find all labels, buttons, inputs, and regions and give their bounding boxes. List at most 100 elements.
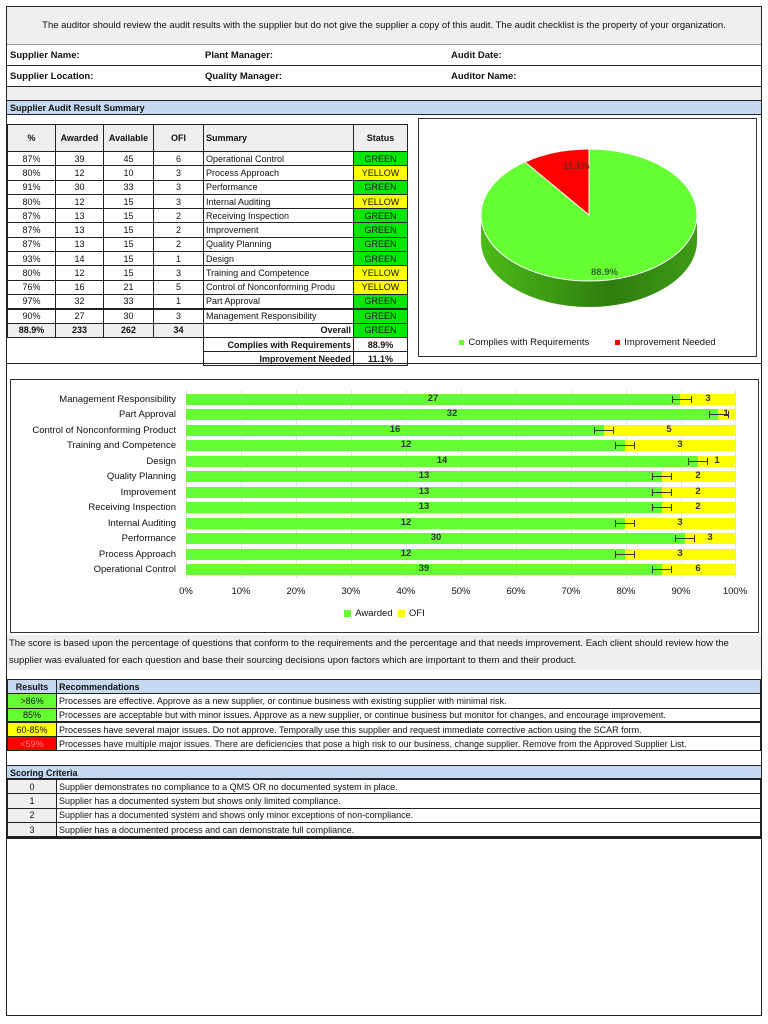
ofi-cell[interactable]: 3: [153, 265, 204, 281]
pct-cell[interactable]: 93%: [7, 251, 56, 267]
ofi-cell[interactable]: 1: [153, 293, 204, 310]
score-description: Supplier demonstrates no compliance to a…: [56, 778, 761, 795]
score-description: Supplier has a documented process and ca…: [56, 821, 761, 838]
awarded-cell[interactable]: 12: [55, 193, 104, 210]
awarded-cell[interactable]: 13: [55, 208, 104, 224]
status-badge[interactable]: GREEN: [353, 236, 408, 253]
status-badge[interactable]: YELLOW: [353, 265, 408, 281]
status-badge[interactable]: GREEN: [353, 293, 408, 310]
awarded-cell[interactable]: 30: [55, 179, 104, 195]
available-cell[interactable]: 15: [103, 208, 154, 224]
legend-swatch-awarded: [344, 609, 352, 617]
pct-cell[interactable]: 87%: [7, 222, 56, 238]
legend-swatch-green: [459, 339, 465, 345]
ofi-cell[interactable]: 1: [153, 251, 204, 267]
x-tick: 100%: [722, 586, 748, 597]
summary-cell[interactable]: Performance: [203, 179, 354, 195]
summary-cell[interactable]: Internal Auditing: [203, 193, 354, 210]
col-header-status: Status: [353, 124, 408, 152]
ofi-cell[interactable]: 2: [153, 236, 204, 253]
awarded-cell[interactable]: 27: [55, 308, 104, 324]
summary-cell[interactable]: Operational Control: [203, 150, 354, 167]
legend-swatch-ofi: [397, 609, 405, 617]
plant-manager-field[interactable]: Plant Manager:: [205, 49, 274, 61]
supplier-name-field[interactable]: Supplier Name:: [10, 49, 80, 61]
status-badge[interactable]: GREEN: [353, 222, 408, 238]
ofi-cell[interactable]: 2: [153, 222, 204, 238]
improvement-value: 11.1%: [353, 351, 408, 367]
available-cell[interactable]: 15: [103, 193, 154, 210]
summary-cell[interactable]: Design: [203, 251, 354, 267]
summary-cell[interactable]: Quality Planning: [203, 236, 354, 253]
available-cell[interactable]: 10: [103, 165, 154, 181]
pct-cell[interactable]: 87%: [7, 236, 56, 253]
ofi-cell[interactable]: 2: [153, 208, 204, 224]
notes-area[interactable]: [7, 837, 761, 1015]
bar-row-design: Design 14 1: [11, 455, 760, 472]
ofi-cell[interactable]: 5: [153, 279, 204, 295]
score-value: 1: [7, 793, 57, 809]
status-badge[interactable]: GREEN: [353, 251, 408, 267]
available-cell[interactable]: 33: [103, 179, 154, 195]
pct-cell[interactable]: 87%: [7, 208, 56, 224]
status-badge[interactable]: YELLOW: [353, 193, 408, 210]
available-cell[interactable]: 30: [103, 308, 154, 324]
available-cell[interactable]: 15: [103, 251, 154, 267]
audit-results-table: % Awarded Available OFI Summary Status 8…: [7, 124, 408, 367]
pct-cell[interactable]: 80%: [7, 265, 56, 281]
bar-row-management-responsibility: Management Responsibility 27 3: [11, 393, 760, 410]
available-cell[interactable]: 15: [103, 222, 154, 238]
awarded-cell[interactable]: 39: [55, 150, 104, 167]
awarded-cell[interactable]: 32: [55, 293, 104, 310]
awarded-cell[interactable]: 13: [55, 222, 104, 238]
summary-cell[interactable]: Training and Competence: [203, 265, 354, 281]
status-badge[interactable]: GREEN: [353, 308, 408, 324]
summary-area: % Awarded Available OFI Summary Status 8…: [7, 115, 761, 367]
quality-manager-field[interactable]: Quality Manager:: [205, 70, 283, 82]
table-row: 87% 13 15 2 Receiving Inspection GREEN: [7, 208, 408, 224]
status-badge[interactable]: GREEN: [353, 208, 408, 224]
summary-cell[interactable]: Control of Nonconforming Produ: [203, 279, 354, 295]
pct-cell[interactable]: 80%: [7, 165, 56, 181]
awarded-cell[interactable]: 16: [55, 279, 104, 295]
status-badge[interactable]: GREEN: [353, 150, 408, 167]
pct-cell[interactable]: 90%: [7, 308, 56, 324]
legend-swatch-red: [615, 339, 621, 345]
awarded-cell[interactable]: 12: [55, 165, 104, 181]
bar-row-training-and-competence: Training and Competence 12 3: [11, 439, 760, 456]
available-cell[interactable]: 15: [103, 236, 154, 253]
available-cell[interactable]: 33: [103, 293, 154, 310]
auditor-name-field[interactable]: Auditor Name:: [451, 70, 517, 82]
awarded-cell[interactable]: 14: [55, 251, 104, 267]
audit-date-field[interactable]: Audit Date:: [451, 49, 502, 61]
status-badge[interactable]: GREEN: [353, 179, 408, 195]
ofi-cell[interactable]: 6: [153, 150, 204, 167]
spacer-row: [7, 87, 761, 101]
ofi-cell[interactable]: 3: [153, 165, 204, 181]
available-cell[interactable]: 45: [103, 150, 154, 167]
summary-cell[interactable]: Management Responsibility: [203, 308, 354, 324]
total-awarded: 233: [55, 322, 104, 338]
summary-cell[interactable]: Part Approval: [203, 293, 354, 310]
status-badge[interactable]: YELLOW: [353, 165, 408, 181]
pct-cell[interactable]: 87%: [7, 150, 56, 167]
summary-cell[interactable]: Process Approach: [203, 165, 354, 181]
pct-cell[interactable]: 80%: [7, 193, 56, 210]
summary-cell[interactable]: Improvement: [203, 222, 354, 238]
ofi-cell[interactable]: 3: [153, 193, 204, 210]
available-cell[interactable]: 15: [103, 265, 154, 281]
ofi-cell[interactable]: 3: [153, 179, 204, 195]
ofi-cell[interactable]: 3: [153, 308, 204, 324]
awarded-cell[interactable]: 13: [55, 236, 104, 253]
total-pct: 88.9%: [7, 322, 56, 338]
info-row-1: Supplier Name: Plant Manager: Audit Date…: [7, 45, 761, 66]
available-cell[interactable]: 21: [103, 279, 154, 295]
summary-cell[interactable]: Receiving Inspection: [203, 208, 354, 224]
status-badge[interactable]: YELLOW: [353, 279, 408, 295]
pct-cell[interactable]: 91%: [7, 179, 56, 195]
pct-cell[interactable]: 97%: [7, 293, 56, 310]
awarded-cell[interactable]: 12: [55, 265, 104, 281]
pct-cell[interactable]: 76%: [7, 279, 56, 295]
supplier-location-field[interactable]: Supplier Location:: [10, 70, 94, 82]
bar-row-internal-auditing: Internal Auditing 12 3: [11, 517, 760, 534]
